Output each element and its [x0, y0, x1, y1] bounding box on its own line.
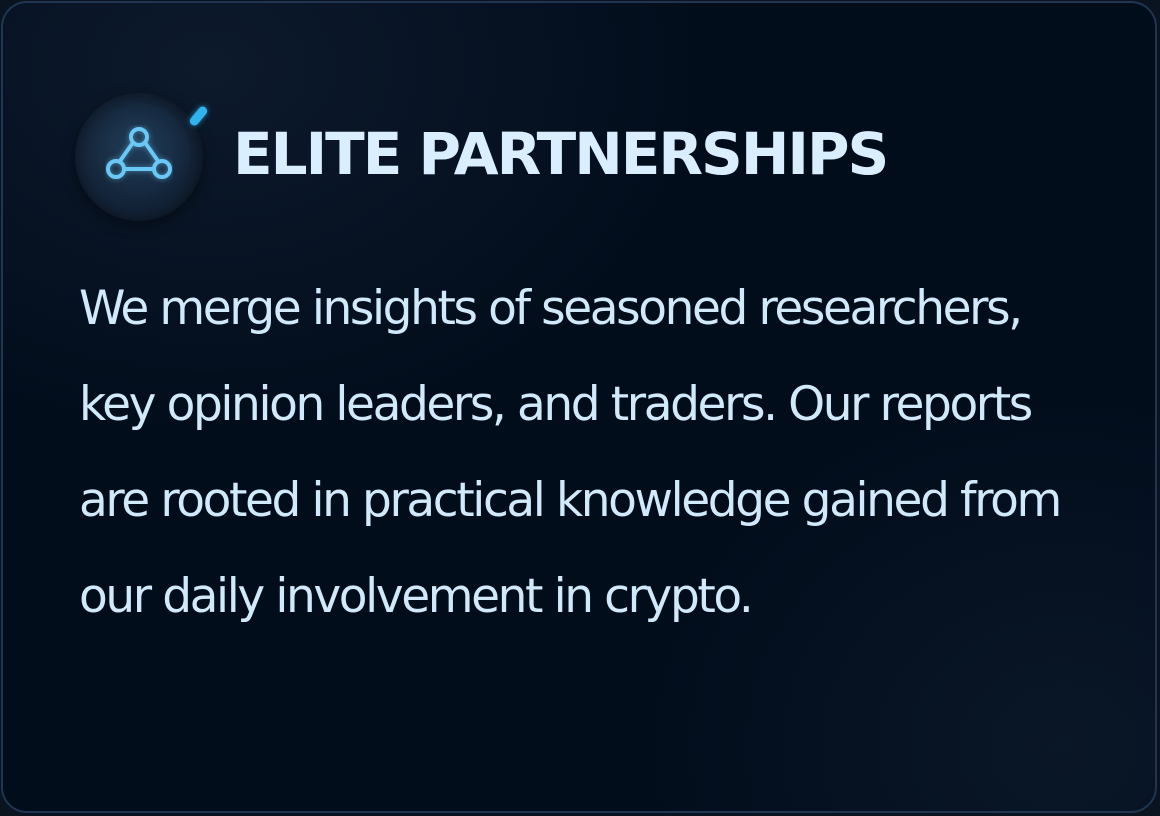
card-header: ELITE PARTNERSHIPS — [75, 91, 889, 223]
card-description: We merge insights of seasoned researcher… — [79, 281, 1062, 624]
card-title: ELITE PARTNERSHIPS — [233, 120, 889, 188]
accent-tick — [187, 104, 210, 128]
icon-badge — [75, 93, 210, 221]
partnership-network-icon — [106, 127, 172, 179]
